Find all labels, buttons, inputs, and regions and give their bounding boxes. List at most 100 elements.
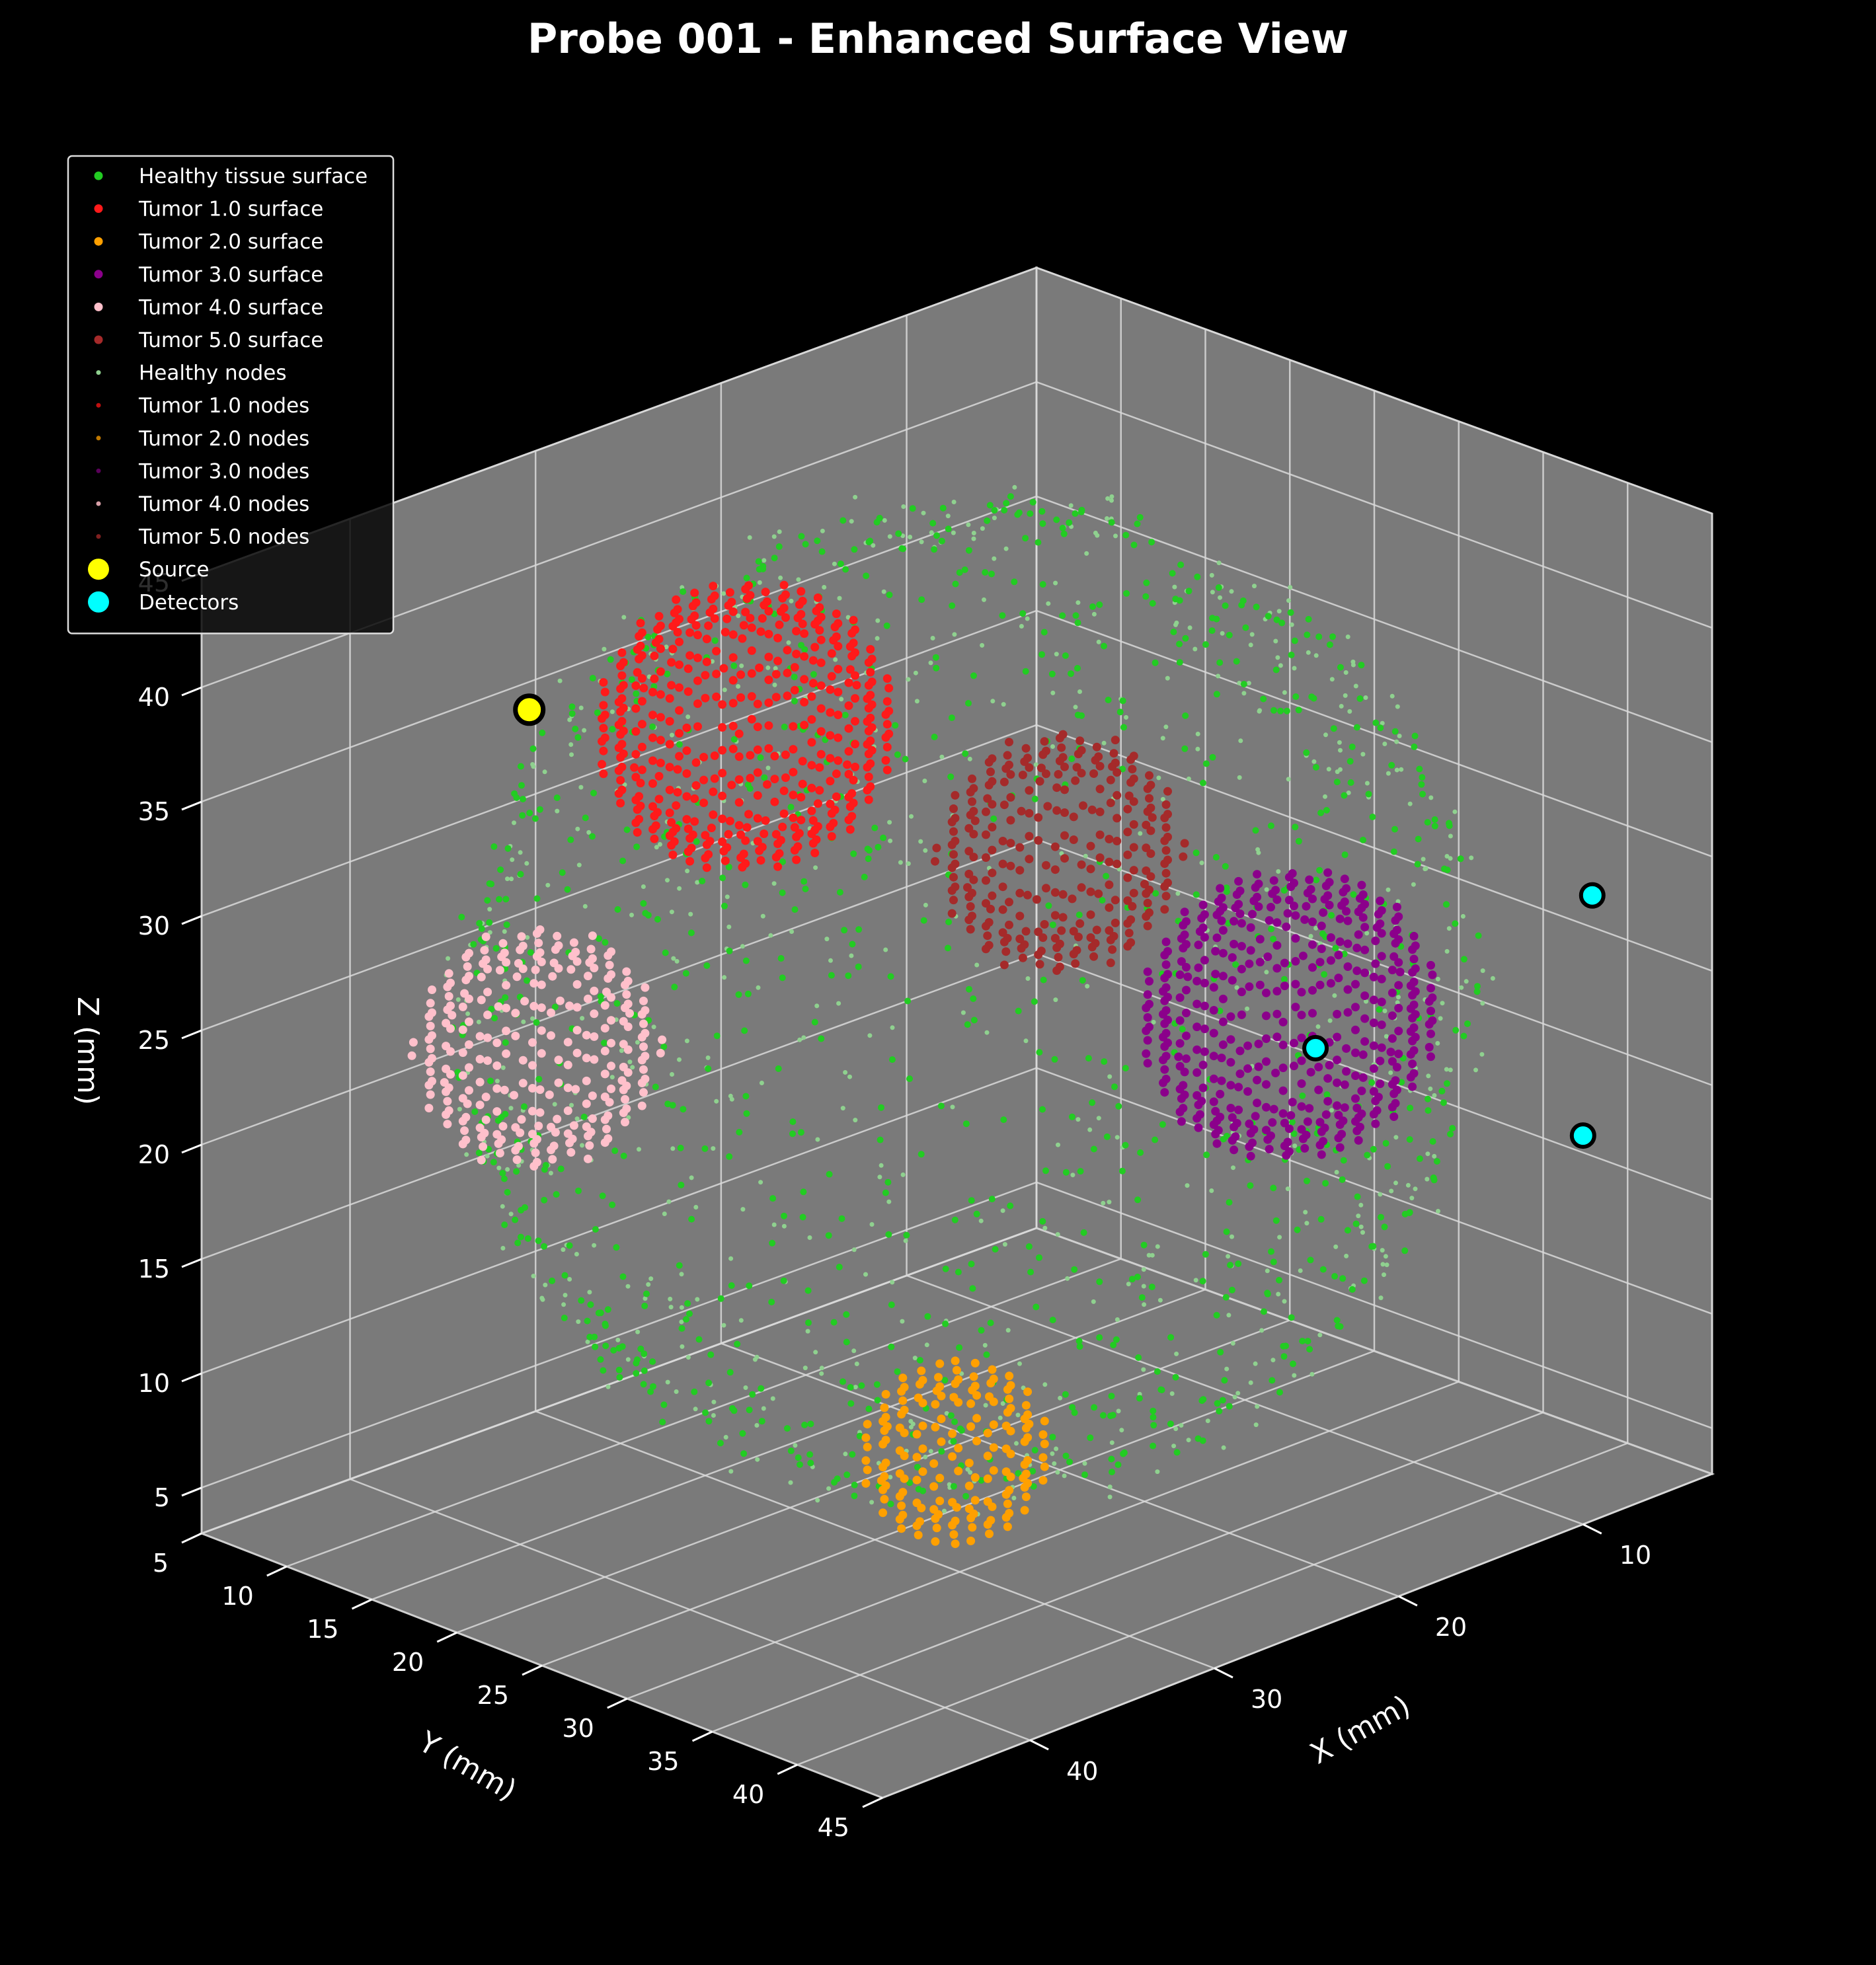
healthy-surface-point xyxy=(797,1129,804,1136)
tumor-surface-point xyxy=(1278,1086,1288,1095)
healthy-node-point xyxy=(1435,1041,1440,1046)
legend-entry-label: Tumor 3.0 nodes xyxy=(138,459,309,483)
tumor-surface-point xyxy=(424,1081,434,1090)
healthy-surface-point xyxy=(1220,1136,1227,1143)
healthy-surface-point xyxy=(758,1385,765,1392)
tumor-surface-point xyxy=(1177,957,1186,966)
tumor-surface-point xyxy=(1254,1039,1263,1048)
healthy-surface-point xyxy=(865,855,872,863)
tumor-surface-point xyxy=(1409,954,1419,964)
tumor-surface-point xyxy=(778,822,787,831)
tumor-surface-point xyxy=(1387,1011,1397,1021)
tumor-surface-point xyxy=(443,1097,452,1106)
healthy-surface-point xyxy=(1339,1176,1346,1183)
tumor-surface-point xyxy=(1343,985,1352,994)
tumor-surface-point xyxy=(1237,1010,1246,1019)
healthy-surface-point xyxy=(1122,531,1130,539)
tumor-surface-point xyxy=(1001,1490,1011,1499)
healthy-node-point xyxy=(747,535,752,540)
tumor-surface-point xyxy=(1245,959,1254,968)
healthy-node-point xyxy=(674,1389,679,1394)
tumor-surface-point xyxy=(988,800,997,809)
tumor-surface-point xyxy=(1262,1034,1270,1043)
healthy-surface-point xyxy=(1340,1157,1347,1164)
tumor-surface-point xyxy=(770,797,779,806)
healthy-node-point xyxy=(662,1212,667,1216)
tumor-surface-point xyxy=(1352,943,1362,952)
healthy-surface-point xyxy=(501,1221,508,1229)
tumor-surface-point xyxy=(535,1108,545,1117)
tumor-surface-point xyxy=(1140,880,1149,889)
healthy-surface-point xyxy=(874,1397,881,1404)
healthy-surface-point xyxy=(1036,1049,1043,1056)
healthy-node-point xyxy=(1386,887,1391,892)
tumor-surface-point xyxy=(966,810,975,820)
healthy-surface-point xyxy=(811,1019,818,1026)
x-axis-label: X (mm) xyxy=(1305,1689,1416,1771)
healthy-surface-point xyxy=(676,1262,683,1269)
healthy-surface-point xyxy=(504,845,512,852)
tumor-surface-point xyxy=(1143,784,1152,793)
tumor-surface-point xyxy=(747,692,756,701)
tumor-surface-point xyxy=(1038,1476,1048,1485)
tumor-surface-point xyxy=(426,999,435,1008)
tumor-surface-point xyxy=(547,1145,555,1155)
x-tick-label: 40 xyxy=(1066,1757,1098,1786)
tumor-surface-point xyxy=(1086,887,1095,896)
healthy-surface-point xyxy=(1120,724,1127,731)
tumor-surface-point xyxy=(1278,1063,1288,1073)
healthy-node-point xyxy=(552,1102,557,1107)
tumor-surface-point xyxy=(1001,1513,1011,1522)
y-axis-label: Y (mm) xyxy=(412,1725,522,1808)
healthy-surface-point xyxy=(945,944,951,952)
healthy-surface-point xyxy=(549,1277,556,1284)
tumor-surface-point xyxy=(783,691,792,701)
healthy-surface-point xyxy=(843,1311,850,1318)
tumor-surface-point xyxy=(807,761,816,770)
healthy-surface-point xyxy=(1217,1348,1224,1356)
healthy-surface-point xyxy=(1068,670,1074,677)
healthy-node-point xyxy=(1050,690,1056,695)
tumor-surface-point xyxy=(633,805,642,814)
healthy-node-point xyxy=(1234,985,1239,990)
healthy-surface-point xyxy=(592,1226,599,1233)
tumor-surface-point xyxy=(617,671,627,680)
healthy-node-point xyxy=(863,1272,868,1277)
tumor-surface-point xyxy=(1216,884,1225,893)
healthy-surface-point xyxy=(699,878,706,884)
tumor-surface-point xyxy=(1197,913,1206,923)
tumor-surface-point xyxy=(1303,1117,1312,1126)
healthy-surface-point xyxy=(645,911,652,919)
axis-panes xyxy=(198,266,1715,1799)
healthy-surface-point xyxy=(836,889,843,896)
tumor-surface-point xyxy=(864,658,873,667)
tumor-surface-point xyxy=(1360,968,1370,978)
healthy-surface-point xyxy=(1475,932,1482,939)
healthy-surface-point xyxy=(660,1043,668,1050)
tumor-surface-point xyxy=(545,1090,554,1099)
healthy-surface-point xyxy=(1167,1420,1174,1428)
healthy-surface-point xyxy=(810,671,817,678)
tumor-surface-point xyxy=(1142,866,1151,875)
healthy-node-point xyxy=(630,1065,635,1070)
healthy-surface-point xyxy=(526,810,533,816)
healthy-node-point xyxy=(1389,1188,1394,1194)
tumor-surface-point xyxy=(1192,1091,1202,1100)
healthy-surface-point xyxy=(895,530,902,537)
tumor-surface-point xyxy=(1160,1019,1169,1028)
tumor-surface-point xyxy=(1317,944,1326,953)
healthy-surface-point xyxy=(1370,1145,1377,1153)
tumor-surface-point xyxy=(492,1084,502,1093)
tumor-surface-point xyxy=(675,751,684,761)
tumor-surface-point xyxy=(582,1099,591,1108)
healthy-node-point xyxy=(1396,995,1401,1000)
tumor-surface-point xyxy=(614,743,623,752)
healthy-node-point xyxy=(771,534,777,539)
tumor-surface-point xyxy=(742,594,752,603)
healthy-surface-point xyxy=(888,1056,896,1063)
healthy-surface-point xyxy=(1292,693,1300,700)
tumor-surface-point xyxy=(1175,1085,1185,1094)
healthy-surface-point xyxy=(1372,719,1380,726)
healthy-surface-point xyxy=(660,1401,668,1408)
tumor-surface-point xyxy=(584,1154,592,1163)
